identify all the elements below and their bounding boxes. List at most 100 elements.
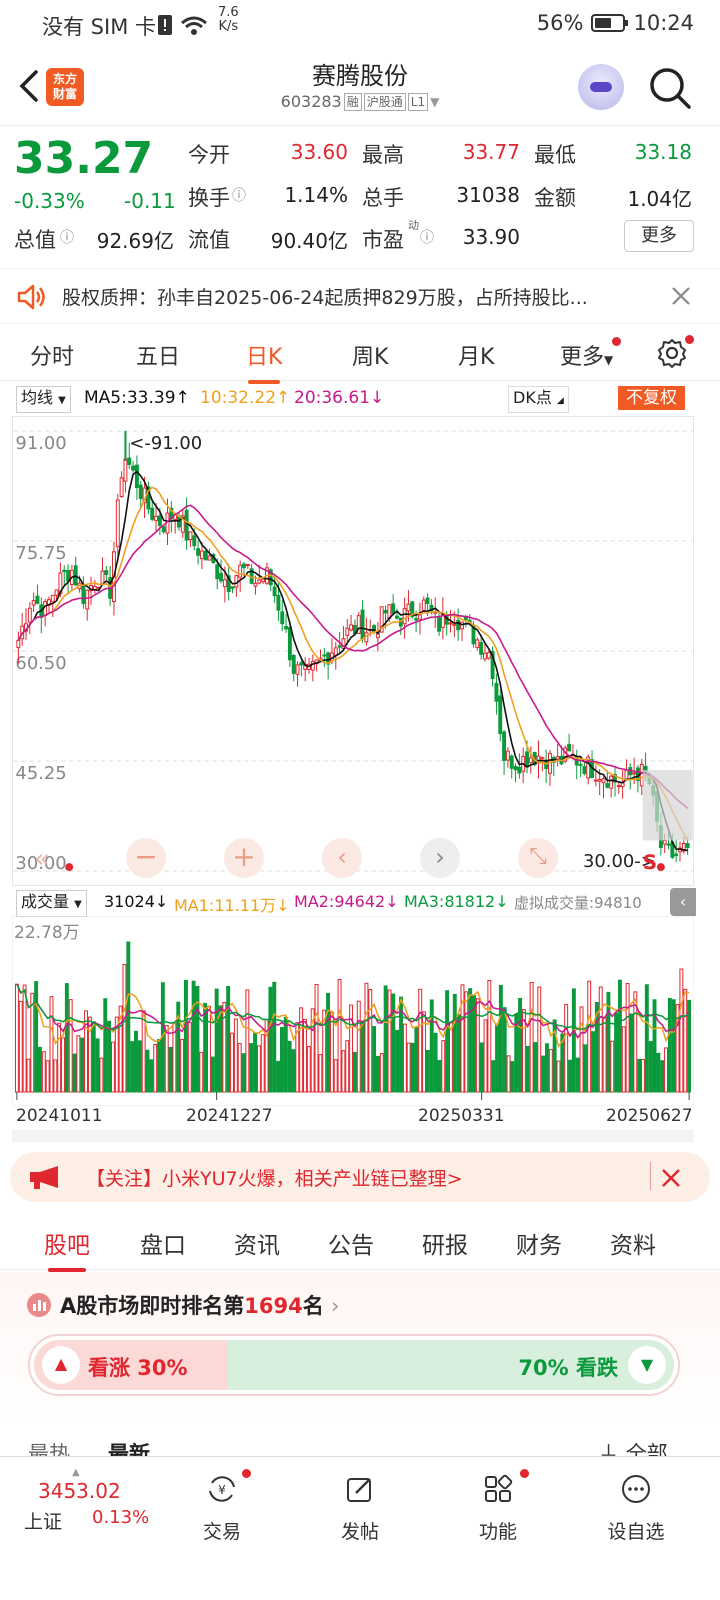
- candle-body: [475, 639, 480, 649]
- date-label: 20250627: [606, 1106, 693, 1126]
- volume-bar: [22, 984, 27, 1093]
- selection-zone: [642, 770, 693, 841]
- info-icon[interactable]: ⓘ: [420, 230, 434, 246]
- back-arrow-icon[interactable]: [12, 64, 52, 108]
- tab-monthly-k[interactable]: 月K: [458, 345, 495, 370]
- index-ticker[interactable]: ▲ 3453.02 上证 0.13%: [20, 1467, 160, 1547]
- notification-dot: [242, 1469, 251, 1478]
- nav-post[interactable]: 发帖: [310, 1469, 410, 1559]
- candle-body: [360, 609, 365, 640]
- collapse-panel-icon[interactable]: ‹: [670, 888, 696, 916]
- volume-bar: [230, 1032, 234, 1093]
- volume-bar: [629, 1013, 634, 1093]
- zoom-in-icon[interactable]: +: [224, 838, 264, 878]
- tab-pankou[interactable]: 盘口: [140, 1233, 186, 1259]
- vote-down-icon[interactable]: ▼: [628, 1346, 666, 1384]
- scroll-right-icon[interactable]: ›: [420, 838, 460, 878]
- kline-chart[interactable]: 91.00 75.75 60.50 45.25 30.00 <-91.00 30.00->S: [12, 416, 694, 886]
- candle-body: [242, 563, 246, 568]
- indicator-selector[interactable]: 均线 ▼: [16, 386, 71, 413]
- rank-title[interactable]: A股市场即时排名第1694名 ›: [60, 1290, 339, 1320]
- candle-body: [199, 550, 204, 560]
- volume-bar: [118, 1005, 123, 1093]
- zoom-out-icon[interactable]: −: [126, 838, 166, 878]
- vol-ma3-line: [16, 983, 690, 1031]
- adjust-button[interactable]: 不复权: [618, 386, 685, 410]
- volume-bar: [671, 999, 676, 1093]
- tab-profile[interactable]: 资料: [610, 1233, 656, 1259]
- volume-bar: [667, 997, 672, 1093]
- candle-body: [479, 641, 484, 655]
- chevron-down-icon: ▼: [430, 94, 440, 109]
- caret-up-icon: ▲: [72, 1467, 80, 1478]
- volume-bar: [153, 1043, 158, 1093]
- index-change: 0.13%: [92, 1507, 150, 1528]
- dk-point-button[interactable]: DK点 ◢: [508, 386, 569, 413]
- volume-selector[interactable]: 成交量 ▼: [16, 890, 87, 917]
- sort-hot[interactable]: 最热: [28, 1442, 70, 1456]
- tab-announcement[interactable]: 公告: [328, 1233, 374, 1259]
- candle-body: [115, 499, 120, 548]
- volume-bar: [279, 1027, 284, 1093]
- volume-bar: [383, 985, 388, 1093]
- more-quote-button[interactable]: 更多: [624, 220, 694, 252]
- tab-daily-k[interactable]: 日K: [246, 339, 282, 384]
- low-value: 33.18: [634, 140, 692, 164]
- tab-five-day[interactable]: 五日: [136, 345, 181, 370]
- chart-scroll-strip[interactable]: [12, 1130, 694, 1142]
- close-icon[interactable]: [670, 285, 692, 307]
- indicator-selector-label: 均线: [21, 388, 54, 407]
- app-logo[interactable]: 东方 财富: [46, 68, 84, 106]
- volume-chart[interactable]: 22.78万: [12, 916, 694, 1106]
- volume-bar: [395, 1029, 400, 1093]
- candle-body: [502, 731, 507, 761]
- tab-research[interactable]: 研报: [422, 1233, 468, 1259]
- fullscreen-icon[interactable]: ⤡: [518, 838, 558, 878]
- info-icon[interactable]: ⓘ: [60, 230, 74, 246]
- candle-body: [414, 618, 419, 621]
- volume-bar: [541, 1055, 546, 1093]
- ai-assistant-icon[interactable]: [578, 64, 624, 110]
- tab-finance[interactable]: 财务: [516, 1233, 562, 1259]
- vote-up-icon[interactable]: ▲: [42, 1346, 80, 1384]
- volume-bar: [157, 1039, 161, 1093]
- info-icon[interactable]: ⓘ: [232, 188, 246, 204]
- volume-bar: [80, 1037, 85, 1093]
- volume-bar: [141, 1010, 146, 1093]
- tab-intraday[interactable]: 分时: [30, 345, 75, 370]
- status-right: 56% 10:24: [537, 11, 694, 35]
- bear-bar[interactable]: [227, 1340, 674, 1390]
- nav-trade[interactable]: ¥ 交易: [172, 1469, 272, 1559]
- search-icon[interactable]: [646, 64, 694, 112]
- volume-bar: [498, 984, 503, 1093]
- nav-functions[interactable]: 功能: [448, 1469, 548, 1559]
- sort-latest[interactable]: 最新⌄: [108, 1438, 162, 1456]
- ma5-text: MA5:33.39: [84, 388, 176, 408]
- volume-bar: [130, 1041, 135, 1093]
- tab-more[interactable]: 更多▼: [560, 339, 613, 371]
- min-price-label: 30.00->: [583, 851, 656, 872]
- notice-bar[interactable]: 股权质押：孙丰自2025-06-24起质押829万股，占所持股比...: [0, 268, 720, 324]
- volume-bar: [456, 1014, 461, 1093]
- logo-text-1: 东方: [52, 72, 77, 86]
- candle-body: [616, 785, 621, 788]
- tab-news[interactable]: 资讯: [234, 1233, 280, 1259]
- nav-add-watchlist[interactable]: 设自选: [586, 1469, 686, 1559]
- settings-gear-icon[interactable]: [656, 337, 688, 369]
- volume-bar: [506, 1055, 511, 1093]
- volume-bar: [648, 1041, 653, 1093]
- rewind-icon[interactable]: «: [34, 844, 50, 874]
- stock-code-row[interactable]: 603283 融 沪股通 L1 ▼: [0, 92, 720, 111]
- tab-guba[interactable]: 股吧: [44, 1226, 90, 1272]
- candle-body: [567, 743, 572, 752]
- filter-all[interactable]: ⏚ 全部: [598, 1438, 668, 1456]
- vol-ma3-text: MA3:81812: [404, 892, 496, 911]
- change-value: -0.11: [124, 189, 176, 213]
- volume-bar: [76, 1035, 81, 1093]
- tab-weekly-k[interactable]: 周K: [352, 345, 389, 370]
- scroll-left-icon[interactable]: ‹: [322, 838, 362, 878]
- candle-body: [276, 594, 281, 611]
- candle-body: [287, 626, 292, 661]
- promo-banner[interactable]: 【关注】小米YU7火爆，相关产业链已整理>: [10, 1152, 710, 1202]
- close-icon[interactable]: [660, 1167, 682, 1189]
